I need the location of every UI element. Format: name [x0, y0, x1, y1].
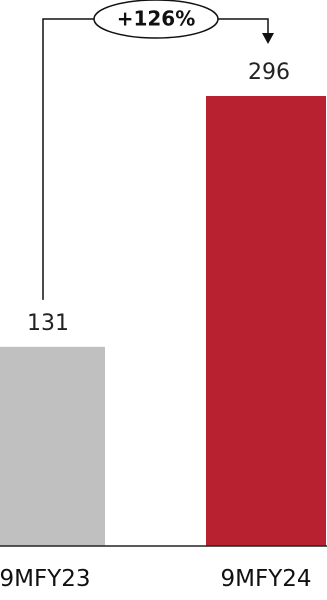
arrowhead-down-icon: [262, 33, 274, 44]
category-label-9mfy24: 9MFY24: [220, 566, 311, 592]
value-label-9mfy23: 131: [27, 311, 69, 336]
growth-percent-label: +126%: [117, 7, 196, 31]
value-label-9mfy24: 296: [248, 60, 290, 85]
bar-9mfy24: [206, 96, 326, 546]
growth-badge: [93, 0, 219, 39]
growth-annotation: +126%: [42, 0, 274, 300]
category-labels-group: 9MFY23 9MFY24: [0, 566, 312, 592]
value-labels-group: 131 296: [27, 60, 290, 336]
bar-9mfy23: [0, 346, 105, 546]
bars-group: [0, 96, 326, 546]
category-label-9mfy23: 9MFY23: [0, 566, 91, 592]
